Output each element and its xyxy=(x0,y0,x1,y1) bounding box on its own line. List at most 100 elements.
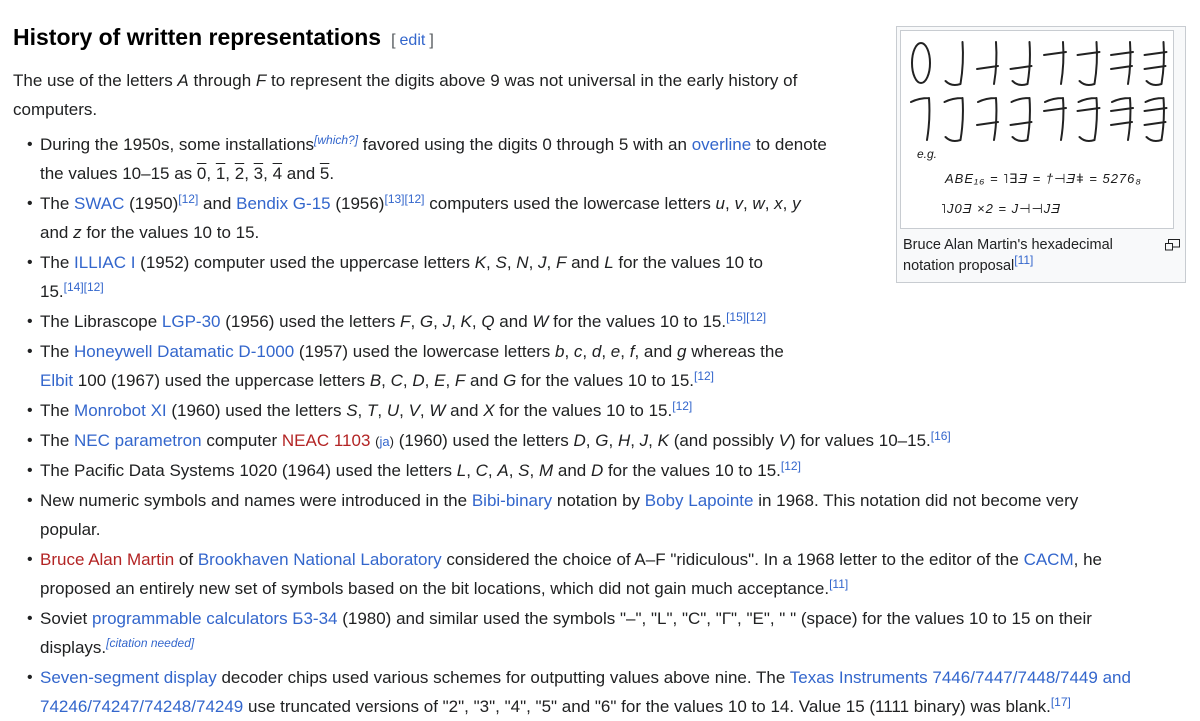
text-line: During the 1950s, some installations[whi… xyxy=(40,130,1186,159)
text-span: , xyxy=(782,194,793,213)
text-span: to represent the digits above 9 was not … xyxy=(266,71,798,90)
text-link[interactable]: Monrobot XI xyxy=(74,401,167,420)
italic-text: D xyxy=(573,431,586,450)
notation-glyphs-drawing xyxy=(910,41,1168,142)
overlined-digit: 4 xyxy=(272,164,283,183)
text-span: through xyxy=(188,71,256,90)
text-span: (1960) used the letters xyxy=(166,401,347,420)
reference-link[interactable]: [14] xyxy=(63,280,84,294)
text-span: , xyxy=(601,342,611,361)
text-span: proposed an entirely new set of symbols … xyxy=(40,579,830,598)
reference-link[interactable]: [17] xyxy=(1050,695,1071,709)
notation-glyph-1 xyxy=(944,41,964,86)
section-heading: History of written representations [edit] xyxy=(13,22,1186,56)
text-link[interactable]: Brookhaven National Laboratory xyxy=(197,550,442,569)
text-link[interactable]: ILLIAC I xyxy=(74,253,136,272)
bullet-list: During the 1950s, some installations[whi… xyxy=(13,130,1186,721)
list-item: Seven-segment display decoder chips used… xyxy=(27,663,1186,721)
text-link[interactable]: NEC parametron xyxy=(74,431,202,450)
italic-text: V xyxy=(408,401,420,420)
reference-link[interactable]: [12] xyxy=(83,280,104,294)
text-span: , xyxy=(402,371,413,390)
text-span: Soviet xyxy=(40,609,92,628)
text-link[interactable]: CACM xyxy=(1023,550,1074,569)
text-span: , xyxy=(546,253,556,272)
text-span: , xyxy=(206,164,216,183)
text-link[interactable]: Elbit xyxy=(40,371,74,390)
italic-text: G xyxy=(503,371,517,390)
text-span: for the values 10 to 15. xyxy=(494,401,673,420)
italic-text: F xyxy=(400,312,411,331)
italic-text: B xyxy=(369,371,382,390)
list-item: Bruce Alan Martin of Brookhaven National… xyxy=(27,545,1186,603)
italic-text: K xyxy=(474,253,487,272)
text-line: The Honeywell Datamatic D-1000 (1957) us… xyxy=(40,337,1186,366)
text-link[interactable]: Bibi-binary xyxy=(471,491,553,510)
notation-glyph-D xyxy=(1076,97,1101,142)
text-span: the values 10–15 as xyxy=(40,164,197,183)
italic-text: F xyxy=(454,371,466,390)
notation-glyph-7 xyxy=(1143,41,1168,86)
text-span: in 1968. This notation did not become ve… xyxy=(753,491,1079,510)
text-line: and z for the values 10 to 15. xyxy=(40,218,1186,247)
text-link[interactable]: Texas Instruments 7446/7447/7448/7449 an… xyxy=(789,668,1131,687)
reference-link[interactable]: [12] xyxy=(178,192,199,206)
reference-link[interactable]: [12] xyxy=(694,369,715,383)
text-span: computer xyxy=(201,431,282,450)
text-link[interactable]: overline xyxy=(691,135,752,154)
text-span: , and xyxy=(634,342,677,361)
intro-paragraph: The use of the letters A through F to re… xyxy=(13,66,1186,124)
text-span: notation by xyxy=(552,491,645,510)
text-link[interactable]: Seven-segment display xyxy=(40,668,217,687)
inline-cleanup-link[interactable]: [citation needed] xyxy=(106,636,195,650)
notation-glyph-0 xyxy=(911,42,931,84)
overlined-digit: 2 xyxy=(234,164,245,183)
red-link[interactable]: Bruce Alan Martin xyxy=(40,550,175,569)
text-span: popular. xyxy=(40,520,101,539)
italic-text: w xyxy=(752,194,765,213)
reference-link[interactable]: [15] xyxy=(726,310,747,324)
text-link[interactable]: LGP-30 xyxy=(161,312,221,331)
reference-link[interactable]: [13] xyxy=(384,192,405,206)
reference-link[interactable]: [12] xyxy=(404,192,425,206)
text-span: , xyxy=(410,312,420,331)
edit-link[interactable]: edit xyxy=(399,32,426,49)
text-line: The Monrobot XI (1960) used the letters … xyxy=(40,396,1186,425)
inline-cleanup-link[interactable]: [which?] xyxy=(314,133,359,147)
reference-link[interactable]: [12] xyxy=(746,310,767,324)
italic-text: F xyxy=(255,71,267,90)
list-item: The Pacific Data Systems 1020 (1964) use… xyxy=(27,456,1186,485)
notation-glyph-3 xyxy=(1009,41,1033,86)
reference-link[interactable]: [16] xyxy=(930,429,951,443)
text-span: (1960) used the letters xyxy=(393,431,574,450)
text-link[interactable]: SWAC xyxy=(74,194,125,213)
text-span: , xyxy=(487,461,498,480)
italic-text: A xyxy=(497,461,509,480)
text-span: (1957) used the lowercase letters xyxy=(294,342,555,361)
text-span: , xyxy=(263,164,273,183)
reference-link[interactable]: [11] xyxy=(829,577,849,591)
red-link[interactable]: NEAC 1103 xyxy=(281,431,371,450)
text-link[interactable]: 74246/74247/74248/74249 xyxy=(40,697,244,716)
text-link[interactable]: Boby Lapointe xyxy=(644,491,754,510)
text-span: , xyxy=(377,401,387,420)
italic-text: X xyxy=(483,401,495,420)
text-line: proposed an entirely new set of symbols … xyxy=(40,574,1186,603)
text-span: , xyxy=(399,401,409,420)
text-span: of xyxy=(174,550,198,569)
text-span: 100 (1967) used the uppercase letters xyxy=(73,371,370,390)
text-span: (1956) used the letters xyxy=(220,312,401,331)
interlanguage-link[interactable]: ja xyxy=(379,434,390,449)
text-span: , xyxy=(381,371,391,390)
text-span: , xyxy=(244,164,254,183)
text-link[interactable]: Honeywell Datamatic D-1000 xyxy=(74,342,295,361)
text-span: , xyxy=(620,342,630,361)
text-link[interactable]: programmable calculators Б3-34 xyxy=(91,609,338,628)
reference-link[interactable]: [12] xyxy=(672,399,693,413)
reference-link[interactable]: [12] xyxy=(780,459,801,473)
italic-text: F xyxy=(555,253,567,272)
notation-glyph-B xyxy=(1009,97,1033,142)
italic-text: c xyxy=(573,342,583,361)
text-link[interactable]: Bendix G-15 xyxy=(236,194,331,213)
text-span: , xyxy=(357,401,367,420)
